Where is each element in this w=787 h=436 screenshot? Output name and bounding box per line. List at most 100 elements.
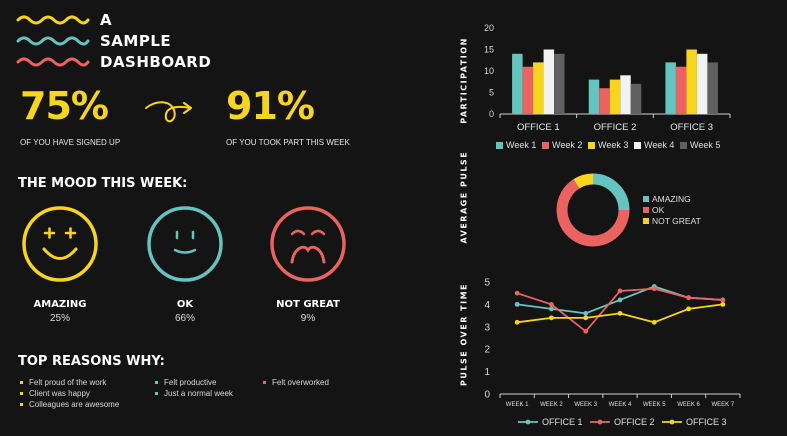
legend-label: OK bbox=[652, 205, 665, 215]
x-tick-label: WEEK 3 bbox=[574, 402, 597, 408]
reason-item: Just a normal week bbox=[155, 389, 233, 398]
mood-label-amazing: AMAZING bbox=[33, 299, 87, 310]
x-tick-label: OFFICE 2 bbox=[594, 122, 637, 133]
y-tick-label: 0 bbox=[489, 109, 494, 119]
y-tick-label: 0 bbox=[484, 390, 490, 401]
legend-swatch bbox=[643, 218, 649, 224]
legend-swatch bbox=[680, 142, 687, 149]
mood-percent-not-great: 9% bbox=[300, 313, 316, 324]
data-point bbox=[686, 295, 691, 301]
signed-up-value: 75% bbox=[20, 84, 109, 128]
data-point bbox=[514, 319, 520, 325]
bar bbox=[533, 62, 544, 114]
happy-face-icon bbox=[22, 206, 98, 282]
legend-label: NOT GREAT bbox=[652, 216, 701, 226]
reason-item: Felt overworked bbox=[263, 378, 329, 387]
legend-label: Week 5 bbox=[690, 140, 720, 150]
bar bbox=[620, 75, 631, 114]
reason-item: Felt proud of the work bbox=[20, 378, 106, 387]
legend-label: AMAZING bbox=[652, 194, 691, 204]
bullet-icon bbox=[155, 381, 158, 385]
teal-wave-decoration bbox=[16, 36, 90, 46]
y-tick-label: 2 bbox=[484, 345, 490, 356]
donut-slice bbox=[573, 173, 594, 189]
data-point bbox=[651, 286, 657, 292]
mood-percent-amazing: 25% bbox=[49, 313, 70, 324]
legend-swatch bbox=[588, 142, 595, 149]
mood-label-not-great: NOT GREAT bbox=[276, 299, 340, 310]
bar bbox=[599, 88, 610, 114]
legend-swatch bbox=[634, 142, 641, 149]
bar bbox=[512, 53, 523, 114]
x-tick-label: WEEK 7 bbox=[712, 402, 735, 408]
legend-label: Week 2 bbox=[552, 140, 582, 150]
bar bbox=[630, 83, 642, 114]
bar bbox=[588, 79, 600, 114]
bar bbox=[675, 66, 687, 114]
bar bbox=[686, 49, 697, 114]
data-point bbox=[549, 315, 554, 321]
curly-arrow-icon bbox=[145, 101, 192, 123]
data-point bbox=[514, 290, 520, 296]
bullet-icon bbox=[263, 381, 266, 385]
data-point bbox=[514, 302, 520, 307]
legend-label: OFFICE 2 bbox=[614, 417, 655, 427]
x-tick-label: WEEK 2 bbox=[540, 402, 563, 408]
reason-item: Client was happy bbox=[20, 389, 90, 398]
participation-bar-chart: 0 5 10 15 20 OFFICE 1 OFFICE 2 OFFICE 3 Week 1 We… bbox=[484, 23, 731, 150]
mood-percent-ok: 66% bbox=[174, 313, 195, 324]
legend-swatch bbox=[643, 196, 649, 202]
y-tick-label: 5 bbox=[489, 88, 494, 98]
mood-heading: THE MOOD THIS WEEK: bbox=[18, 176, 188, 191]
legend-label: Week 3 bbox=[598, 140, 628, 150]
donut-slice bbox=[592, 173, 630, 211]
reasons-heading: TOP REASONS WHY: bbox=[18, 354, 165, 369]
y-tick-label: 3 bbox=[484, 322, 490, 333]
bar bbox=[543, 49, 555, 114]
bar bbox=[522, 66, 534, 114]
data-point bbox=[651, 319, 657, 325]
x-tick-label: OFFICE 1 bbox=[517, 122, 560, 133]
sad-face-icon bbox=[270, 206, 346, 282]
y-tick-label: 4 bbox=[484, 300, 490, 311]
x-tick-label: OFFICE 3 bbox=[670, 122, 713, 133]
x-tick-label: WEEK 6 bbox=[677, 402, 700, 408]
legend-swatch bbox=[525, 419, 531, 425]
legend-swatch bbox=[496, 142, 503, 149]
pulse-over-time-line-chart: 0 1 2 3 4 5 WEEK 1 WEEK 2 WEEK 3 WEEK 4 WEEK 5 WEEK… bbox=[484, 278, 741, 427]
took-part-caption: OF YOU TOOK PART THIS WEEK bbox=[226, 138, 350, 147]
legend-label: OFFICE 3 bbox=[686, 417, 727, 427]
data-point bbox=[583, 315, 589, 321]
bar bbox=[707, 62, 718, 114]
legend-swatch bbox=[669, 419, 675, 425]
series-line bbox=[516, 287, 723, 333]
bullet-icon bbox=[20, 392, 23, 396]
data-point bbox=[720, 297, 726, 303]
legend-label: Week 1 bbox=[506, 140, 536, 150]
pulse-over-time-label: PULSE OVER TIME bbox=[459, 283, 469, 387]
data-point bbox=[617, 310, 623, 316]
mood-label-ok: OK bbox=[176, 299, 194, 310]
y-tick-label: 5 bbox=[484, 278, 490, 289]
legend-label: OFFICE 1 bbox=[542, 417, 583, 427]
bullet-icon bbox=[20, 403, 23, 407]
took-part-value: 91% bbox=[226, 84, 315, 128]
x-tick-label: WEEK 1 bbox=[506, 402, 529, 408]
coral-wave-decoration bbox=[16, 57, 90, 67]
legend-swatch bbox=[597, 419, 603, 425]
y-tick-label: 10 bbox=[484, 66, 494, 76]
data-point bbox=[549, 306, 554, 312]
data-point bbox=[617, 297, 623, 303]
y-tick-label: 20 bbox=[484, 23, 494, 33]
data-point bbox=[549, 302, 554, 307]
data-point bbox=[720, 302, 726, 307]
yellow-wave-decoration bbox=[16, 15, 90, 25]
title-line-2: SAMPLE bbox=[100, 32, 172, 50]
bar bbox=[609, 79, 621, 114]
bar bbox=[665, 62, 676, 114]
reason-item: Colleagues are awesome bbox=[20, 400, 119, 409]
data-point bbox=[617, 288, 623, 294]
bullet-icon bbox=[20, 381, 23, 385]
bar bbox=[696, 53, 708, 114]
